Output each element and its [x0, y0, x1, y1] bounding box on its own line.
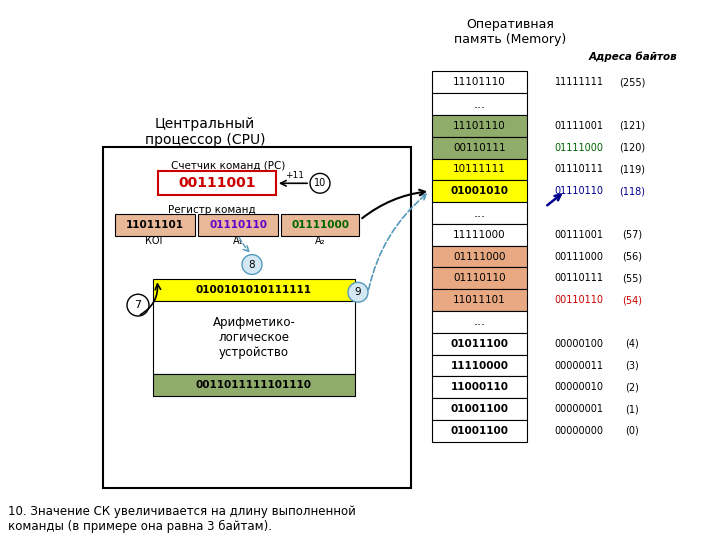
- Bar: [432, 311, 527, 333]
- Text: КОГ: КОГ: [145, 236, 166, 246]
- Text: (57): (57): [622, 230, 642, 240]
- Bar: [432, 246, 527, 267]
- Text: 00000000: 00000000: [554, 426, 603, 436]
- FancyArrowPatch shape: [140, 284, 161, 315]
- Text: 0100101010111111: 0100101010111111: [196, 285, 312, 295]
- Text: 10: 10: [314, 178, 326, 188]
- Text: Центральный
процессор (CPU): Центральный процессор (CPU): [145, 117, 265, 147]
- Bar: [432, 137, 527, 159]
- Bar: [432, 420, 527, 442]
- Text: 11011101: 11011101: [126, 220, 184, 230]
- Text: А₁: А₁: [233, 236, 243, 246]
- Text: 11011101: 11011101: [453, 295, 506, 305]
- Bar: [432, 399, 527, 420]
- Text: ...: ...: [474, 98, 485, 111]
- Bar: [153, 301, 355, 375]
- Text: 00000010: 00000010: [554, 382, 603, 393]
- Circle shape: [127, 294, 149, 316]
- Circle shape: [310, 173, 330, 193]
- Text: (54): (54): [622, 295, 642, 305]
- Text: 01110111: 01110111: [554, 164, 603, 174]
- Bar: [432, 267, 527, 289]
- Bar: [432, 180, 527, 202]
- Text: (255): (255): [618, 77, 645, 87]
- Text: (4): (4): [625, 339, 639, 349]
- Text: (56): (56): [622, 252, 642, 261]
- Bar: [115, 214, 195, 236]
- Text: 00110110: 00110110: [554, 295, 603, 305]
- Bar: [432, 71, 527, 93]
- Circle shape: [242, 255, 262, 274]
- Bar: [281, 214, 359, 236]
- Text: 00000001: 00000001: [554, 404, 603, 414]
- Circle shape: [348, 282, 368, 302]
- Text: 7: 7: [135, 300, 142, 310]
- Text: 11000110: 11000110: [451, 382, 508, 393]
- Text: (1): (1): [625, 404, 639, 414]
- Text: Оперативная
память (Memory): Оперативная память (Memory): [454, 18, 566, 46]
- Bar: [432, 333, 527, 355]
- Text: 01110110: 01110110: [209, 220, 267, 230]
- Text: 01001100: 01001100: [451, 426, 508, 436]
- Text: (121): (121): [619, 121, 645, 131]
- Text: 8: 8: [248, 260, 256, 269]
- Text: 01111000: 01111000: [454, 252, 505, 261]
- Bar: [153, 375, 355, 396]
- Bar: [103, 147, 411, 488]
- Bar: [198, 214, 278, 236]
- Text: 11111000: 11111000: [453, 230, 506, 240]
- Bar: [432, 93, 527, 115]
- Text: (3): (3): [625, 361, 639, 370]
- Bar: [432, 202, 527, 224]
- Text: ...: ...: [474, 315, 485, 328]
- Text: (119): (119): [619, 164, 645, 174]
- Text: (2): (2): [625, 382, 639, 393]
- Text: ...: ...: [474, 206, 485, 219]
- Text: (118): (118): [619, 186, 645, 196]
- Text: 01110110: 01110110: [453, 273, 506, 284]
- Text: 01001100: 01001100: [451, 404, 508, 414]
- Text: 01001010: 01001010: [451, 186, 508, 196]
- Bar: [153, 279, 355, 301]
- Text: (0): (0): [625, 426, 639, 436]
- Text: 11110000: 11110000: [451, 361, 508, 370]
- Text: 10. Значение СК увеличивается на длину выполненной
команды (в примере она равна : 10. Значение СК увеличивается на длину в…: [8, 505, 356, 534]
- Text: 01111000: 01111000: [554, 143, 603, 153]
- Text: 01110110: 01110110: [554, 186, 603, 196]
- Text: 00111001: 00111001: [554, 230, 603, 240]
- Text: 11101110: 11101110: [453, 77, 506, 87]
- Bar: [432, 224, 527, 246]
- Text: Регистр команд: Регистр команд: [168, 205, 256, 215]
- Text: 00111000: 00111000: [554, 252, 603, 261]
- Text: Арифметико-
логическое
устройство: Арифметико- логическое устройство: [212, 316, 295, 359]
- Text: +11: +11: [286, 171, 305, 180]
- Text: 00000011: 00000011: [554, 361, 603, 370]
- Text: 11111111: 11111111: [554, 77, 603, 87]
- Bar: [158, 171, 276, 195]
- Bar: [432, 115, 527, 137]
- Text: 00111001: 00111001: [179, 176, 256, 190]
- Text: 00110111: 00110111: [554, 273, 603, 284]
- Bar: [432, 289, 527, 311]
- Text: 10111111: 10111111: [453, 164, 506, 174]
- Text: 01111001: 01111001: [554, 121, 603, 131]
- Text: 11101110: 11101110: [453, 121, 506, 131]
- Bar: [432, 376, 527, 399]
- Text: 9: 9: [355, 287, 361, 297]
- Text: 0011011111101110: 0011011111101110: [196, 380, 312, 390]
- Text: 00000100: 00000100: [554, 339, 603, 349]
- Text: Счетчик команд (РС): Счетчик команд (РС): [171, 160, 285, 171]
- Text: (55): (55): [622, 273, 642, 284]
- Text: (120): (120): [619, 143, 645, 153]
- Text: А₂: А₂: [315, 236, 325, 246]
- Text: 00110111: 00110111: [453, 143, 506, 153]
- Text: 01111000: 01111000: [291, 220, 349, 230]
- Text: 01011100: 01011100: [451, 339, 508, 349]
- Text: Адреса байтов: Адреса байтов: [589, 51, 678, 62]
- Bar: [432, 355, 527, 376]
- Bar: [432, 159, 527, 180]
